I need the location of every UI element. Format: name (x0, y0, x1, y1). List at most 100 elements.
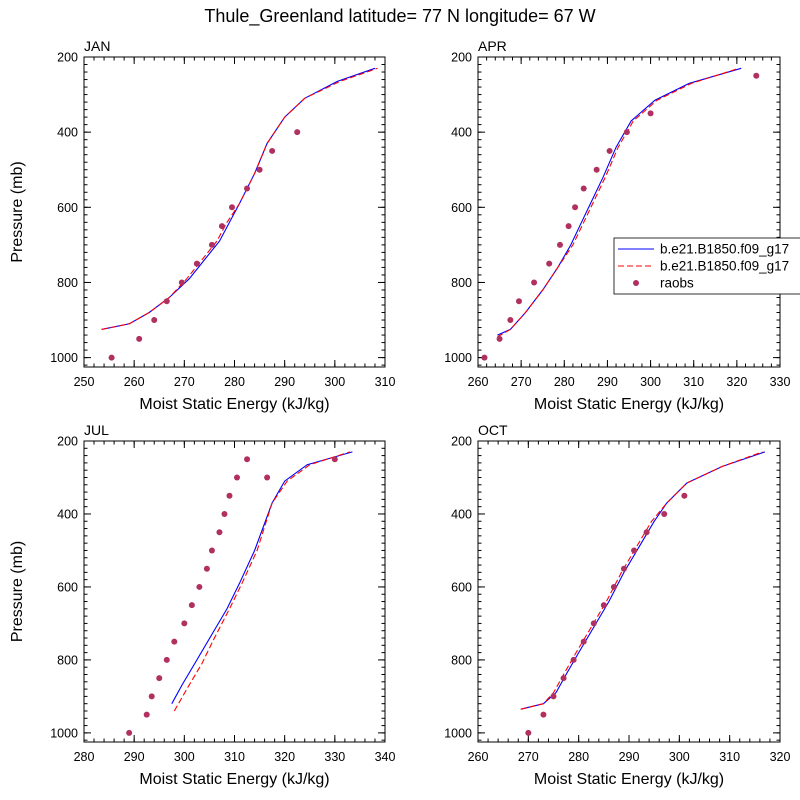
raobs-point (610, 583, 617, 590)
y-tick-label: 1000 (444, 351, 472, 365)
y-axis-label: Pressure (mb) (9, 161, 26, 262)
x-tick-label: 290 (124, 750, 145, 764)
panel-label: JUL (84, 422, 109, 438)
panel-oct: OCT 260 270 280 290 300 310 320 200 400 600 800 1000… (444, 422, 790, 788)
y-tick-label: 200 (57, 51, 78, 65)
raobs-point (600, 602, 607, 609)
series-line-dashed (520, 451, 763, 710)
raobs-point (256, 166, 263, 173)
raobs-point (108, 354, 115, 361)
x-tick-label: 260 (124, 375, 145, 389)
y-tick-label: 600 (451, 580, 472, 594)
raobs-point (156, 675, 163, 682)
x-tick-label: 310 (719, 750, 740, 764)
raobs-point (196, 583, 203, 590)
x-tick-label: 330 (324, 750, 345, 764)
raobs-point (203, 565, 210, 572)
y-tick-label: 200 (451, 51, 472, 65)
raobs-point (753, 72, 760, 79)
plot-frame (83, 440, 386, 743)
x-tick-label: 290 (274, 375, 295, 389)
raobs-point (525, 729, 532, 736)
x-tick-label: 270 (518, 750, 539, 764)
x-axis-label: Moist Static Energy (kJ/kg) (534, 771, 724, 788)
raobs-point (565, 223, 572, 230)
legend: b.e21.B1850.f09_g17 b.e21.B1850.f09_g17ra… (613, 237, 800, 295)
plot-frame (477, 56, 781, 368)
series-line-solid (497, 67, 742, 336)
raobs-point (620, 565, 627, 572)
y-tick-label: 400 (57, 126, 78, 140)
x-axis-label: Moist Static Energy (kJ/kg) (534, 396, 724, 413)
y-tick-label: 600 (57, 201, 78, 215)
x-tick-label: 320 (274, 750, 295, 764)
raobs-point (570, 656, 577, 663)
raobs-point (181, 620, 188, 627)
y-tick-label: 800 (451, 653, 472, 667)
raobs-point (226, 492, 233, 499)
x-tick-label: 310 (375, 375, 396, 389)
y-tick-label: 600 (451, 201, 472, 215)
y-tick-label: 400 (57, 507, 78, 521)
raobs-point (188, 602, 195, 609)
series-line-dashed (101, 67, 378, 330)
legend-label: b.e21.B1850.f09_g17 (660, 242, 789, 257)
raobs-point (515, 298, 522, 305)
x-tick-label: 250 (74, 375, 95, 389)
raobs-point (590, 620, 597, 627)
raobs-point (507, 317, 514, 324)
raobs-point (208, 547, 215, 554)
raobs-point (647, 110, 654, 117)
raobs-point (643, 529, 650, 536)
raobs-point (136, 335, 143, 342)
figure-title: Thule_Greenland latitude= 77 N longitude… (204, 6, 595, 27)
series-line-dashed (173, 451, 351, 712)
panel-label: APR (478, 38, 507, 54)
x-tick-label: 310 (683, 375, 704, 389)
x-tick-label: 310 (224, 750, 245, 764)
raobs-point (163, 298, 170, 305)
raobs-point (661, 510, 668, 517)
plot-frame (477, 440, 781, 743)
y-tick-label: 400 (451, 507, 472, 521)
series-line-dashed (497, 67, 740, 338)
x-tick-label: 300 (324, 375, 345, 389)
raobs-point (208, 241, 215, 248)
raobs-point (228, 204, 235, 211)
x-tick-label: 260 (468, 375, 489, 389)
x-tick-label: 270 (174, 375, 195, 389)
x-tick-label: 280 (224, 375, 245, 389)
y-tick-label: 800 (57, 653, 78, 667)
y-axis-label: Pressure (mb) (9, 541, 26, 642)
x-tick-label: 280 (568, 750, 589, 764)
raobs-point (546, 260, 553, 267)
x-tick-label: 280 (554, 375, 575, 389)
raobs-point (126, 729, 133, 736)
panel-label: OCT (478, 422, 508, 438)
raobs-point (178, 279, 185, 286)
x-tick-label: 270 (511, 375, 532, 389)
y-tick-label: 400 (451, 126, 472, 140)
raobs-point (163, 656, 170, 663)
y-tick-label: 800 (57, 276, 78, 290)
raobs-point (218, 223, 225, 230)
x-axis-label: Moist Static Energy (kJ/kg) (139, 396, 329, 413)
y-tick-label: 200 (57, 435, 78, 449)
x-tick-label: 300 (174, 750, 195, 764)
raobs-point (623, 129, 630, 136)
x-tick-label: 340 (375, 750, 396, 764)
panel-jan: JAN 250 260 270 280 290 300 310 200 400 600 800 1000… (9, 38, 395, 413)
raobs-point (556, 241, 563, 248)
raobs-point (631, 547, 638, 554)
x-tick-label: 300 (669, 750, 690, 764)
raobs-point (331, 456, 338, 463)
x-tick-label: 300 (640, 375, 661, 389)
series-line-solid (101, 67, 376, 330)
legend-label: b.e21.B1850.f09_g17 (660, 259, 789, 274)
y-tick-label: 1000 (444, 726, 472, 740)
raobs-point (221, 510, 228, 517)
raobs-point (593, 166, 600, 173)
raobs-point (151, 317, 158, 324)
raobs-point (216, 529, 223, 536)
